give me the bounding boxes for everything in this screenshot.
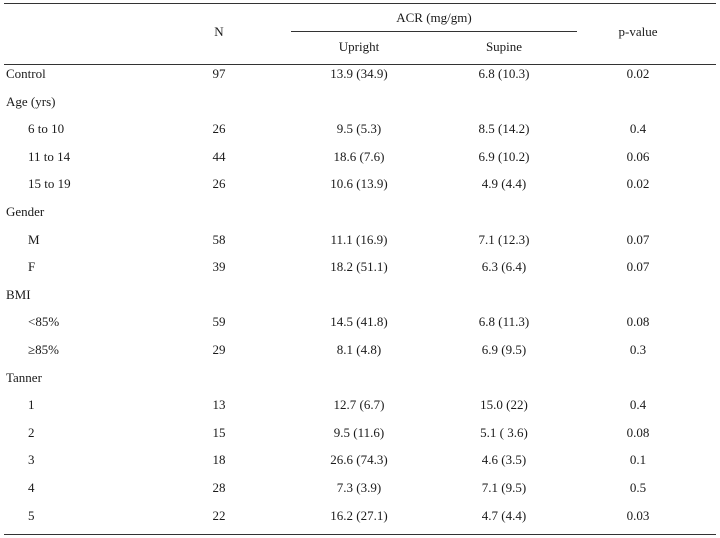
row-supine: 6.9 (10.2) [478, 149, 530, 164]
row-supine: 4.6 (3.5) [481, 452, 527, 467]
table-top-rule [4, 3, 716, 4]
row-n: 13 [212, 397, 226, 412]
row-supine: 4.7 (4.4) [481, 508, 527, 523]
row-label: 5 [28, 508, 35, 523]
row-supine: 4.9 (4.4) [481, 176, 527, 191]
row-supine: 6.3 (6.4) [481, 259, 527, 274]
row-supine: 15.0 (22) [480, 397, 528, 412]
row-n: 15 [212, 425, 226, 440]
row-label: 15 to 19 [28, 176, 71, 191]
row-upright: 13.9 (34.9) [330, 66, 388, 81]
row-n: 58 [212, 232, 226, 247]
row-upright: 7.3 (3.9) [336, 480, 382, 495]
row-upright: 14.5 (41.8) [330, 314, 388, 329]
row-supine: 5.1 ( 3.6) [480, 425, 528, 440]
row-pvalue: 0.1 [629, 452, 647, 467]
row-upright: 9.5 (11.6) [333, 425, 385, 440]
row-pvalue: 0.08 [626, 314, 650, 329]
header-supine: Supine [485, 39, 523, 54]
row-n: 44 [212, 149, 226, 164]
row-label: Age (yrs) [6, 94, 56, 109]
row-label: 6 to 10 [28, 121, 65, 136]
row-upright: 26.6 (74.3) [330, 452, 388, 467]
header-upright: Upright [338, 39, 380, 54]
row-upright: 8.1 (4.8) [336, 342, 382, 357]
row-label: 2 [28, 425, 35, 440]
row-n: 26 [212, 176, 226, 191]
row-pvalue: 0.07 [626, 232, 650, 247]
row-label: BMI [6, 287, 31, 302]
row-n: 39 [212, 259, 226, 274]
row-pvalue: 0.08 [626, 425, 650, 440]
row-upright: 18.6 (7.6) [333, 149, 385, 164]
row-upright: 16.2 (27.1) [330, 508, 388, 523]
row-n: 59 [212, 314, 226, 329]
row-label: M [28, 232, 40, 247]
row-upright: 9.5 (5.3) [336, 121, 382, 136]
row-pvalue: 0.02 [626, 66, 650, 81]
row-supine: 6.9 (9.5) [481, 342, 527, 357]
row-label: <85% [28, 314, 60, 329]
row-upright: 18.2 (51.1) [330, 259, 388, 274]
row-n: 29 [212, 342, 226, 357]
row-supine: 6.8 (11.3) [478, 314, 530, 329]
row-pvalue: 0.02 [626, 176, 650, 191]
header-n: N [214, 24, 224, 39]
row-supine: 7.1 (9.5) [481, 480, 527, 495]
row-pvalue: 0.03 [626, 508, 650, 523]
row-upright: 12.7 (6.7) [333, 397, 385, 412]
row-upright: 11.1 (16.9) [330, 232, 388, 247]
row-label: F [28, 259, 36, 274]
row-label: Gender [6, 204, 45, 219]
row-pvalue: 0.06 [626, 149, 650, 164]
row-n: 28 [212, 480, 226, 495]
row-label: Control [6, 66, 46, 81]
table-bottom-rule [4, 534, 716, 535]
row-pvalue: 0.5 [629, 480, 647, 495]
acr-span-rule [291, 31, 577, 32]
row-label: 4 [28, 480, 35, 495]
row-supine: 6.8 (10.3) [478, 66, 530, 81]
row-n: 18 [212, 452, 226, 467]
row-upright: 10.6 (13.9) [330, 176, 388, 191]
row-pvalue: 0.4 [629, 121, 647, 136]
row-pvalue: 0.3 [629, 342, 647, 357]
row-supine: 8.5 (14.2) [478, 121, 530, 136]
row-pvalue: 0.07 [626, 259, 650, 274]
row-label: Tanner [6, 370, 42, 385]
row-label: 3 [28, 452, 35, 467]
row-n: 97 [212, 66, 226, 81]
row-n: 26 [212, 121, 226, 136]
row-label: ≥85% [28, 342, 59, 357]
header-bottom-rule [4, 64, 716, 65]
row-label: 11 to 14 [28, 149, 71, 164]
row-supine: 7.1 (12.3) [478, 232, 530, 247]
row-label: 1 [28, 397, 35, 412]
header-acr-group: ACR (mg/gm) [396, 10, 472, 25]
row-n: 22 [212, 508, 226, 523]
header-pvalue: p-value [618, 24, 658, 39]
row-pvalue: 0.4 [629, 397, 647, 412]
